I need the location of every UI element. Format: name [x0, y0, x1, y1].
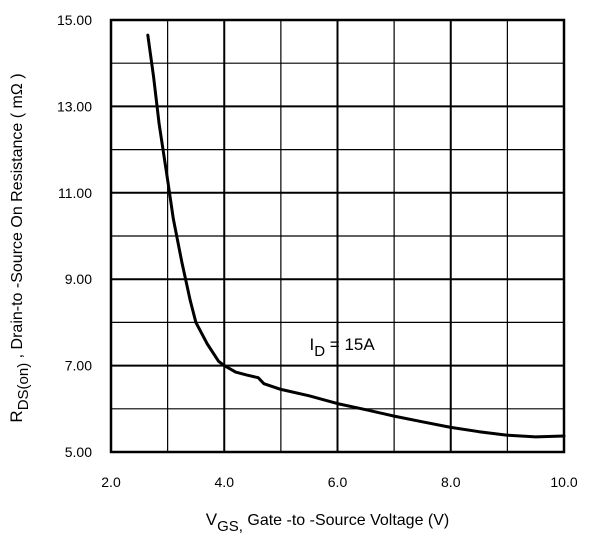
y-axis-label-main: R	[7, 410, 26, 422]
y-tick-label: 5.00	[65, 444, 92, 460]
y-tick-labels: 15.00 13.00 11.00 9.00 7.00 5.00	[57, 12, 92, 460]
y-tick-label: 13.00	[57, 98, 92, 114]
y-tick-label: 7.00	[65, 358, 92, 374]
x-tick-label: 6.0	[328, 474, 348, 490]
x-tick-labels: 2.0 4.0 6.0 8.0 10.0	[101, 474, 578, 490]
x-tick-label: 4.0	[215, 474, 235, 490]
grid-lines	[111, 20, 564, 452]
y-tick-label: 9.00	[65, 271, 92, 287]
x-axis-label-main: V	[206, 510, 218, 529]
x-axis-label: VGS, Gate -to -Source Voltage (V)	[206, 510, 450, 535]
y-axis-label-subscript: DS(on)	[15, 363, 32, 411]
y-axis-label: RDS(on) , Drain-to -Source On Resistance…	[7, 73, 32, 422]
x-tick-label: 2.0	[101, 474, 121, 490]
y-tick-label: 11.00	[58, 185, 92, 201]
annotation-main: I	[310, 335, 315, 354]
x-axis-label-rest: Gate -to -Source Voltage (V)	[243, 512, 449, 529]
annotation-rest: = 15A	[325, 335, 375, 354]
annotation-subscript: D	[314, 343, 325, 360]
y-axis-label-rest: , Drain-to -Source On Resistance ( mΩ )	[9, 73, 26, 362]
series-line-rdson	[146, 33, 566, 439]
series-group	[146, 33, 566, 439]
x-axis-label-subscript: GS,	[217, 518, 243, 535]
y-tick-label: 15.00	[57, 12, 92, 28]
drain-current-annotation: ID = 15A	[310, 335, 376, 360]
x-tick-label: 10.0	[550, 474, 577, 490]
plot-frame	[109, 18, 566, 454]
x-tick-label: 8.0	[441, 474, 461, 490]
